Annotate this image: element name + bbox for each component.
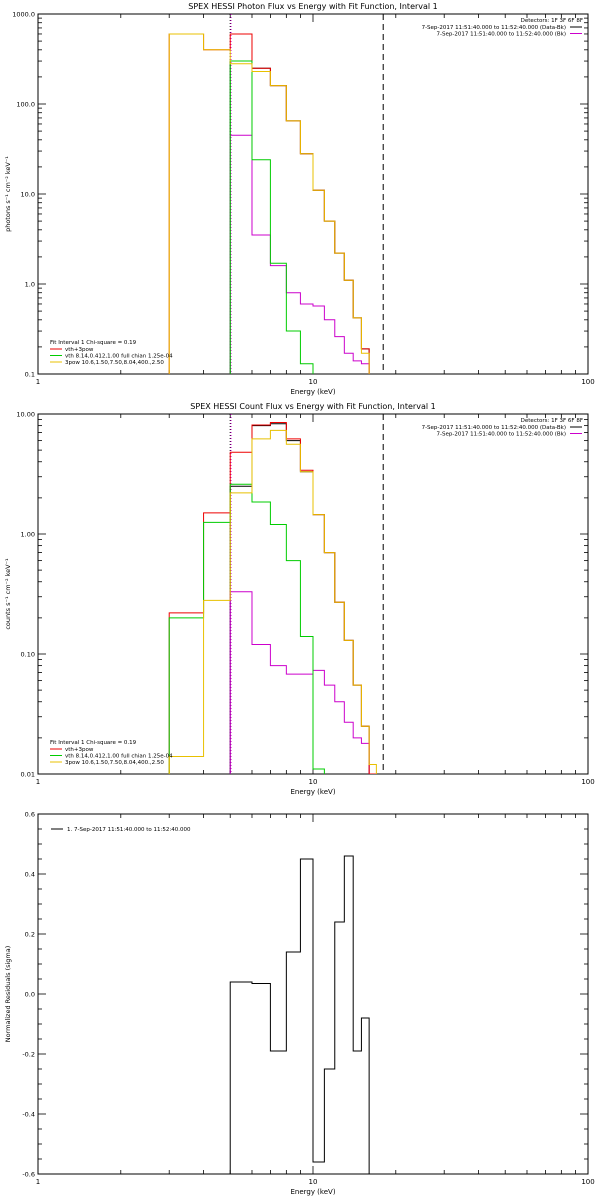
- y-tick-label: -0.4: [22, 1111, 35, 1119]
- legend-entry: vth+3pow: [65, 747, 94, 753]
- series-line: [168, 429, 377, 774]
- series-line: [229, 423, 370, 774]
- y-axis-label: counts s⁻¹ cm⁻² keV⁻¹: [4, 558, 12, 630]
- plot-frame: [37, 813, 589, 1175]
- series-line: [168, 421, 377, 774]
- y-tick-label: 1.00: [21, 531, 35, 539]
- legend-entry: 7-Sep-2017 11:51:40.000 to 11:52:40.000 …: [437, 432, 567, 438]
- legend-entry: 1. 7-Sep-2017 11:51:40.000 to 11:52:40.0…: [67, 827, 191, 833]
- x-tick-label: 1: [36, 1178, 40, 1186]
- chart-panel-3: 1 10 100 -0.6 -0.4 -0.2 0.0 0.2 0.4 0.6 Energy (ke…: [4, 811, 595, 1197]
- y-tick-label: 100.0: [16, 101, 35, 109]
- x-axis-label: Energy (keV): [290, 1188, 335, 1196]
- y-tick-label: 0.1: [25, 371, 35, 379]
- series-line: [168, 33, 370, 374]
- series-line: [229, 60, 314, 374]
- data-layer: [168, 414, 384, 774]
- legend-entry: 7-Sep-2017 11:51:40.000 to 11:52:40.000 …: [437, 32, 567, 38]
- x-tick-label: 100: [581, 378, 594, 386]
- series-line: [168, 483, 325, 774]
- legend-entry: 3pow 10.6,1.50,7.50,8.04,400.,2.50: [65, 360, 164, 366]
- data-layer: [168, 14, 384, 374]
- y-axis-label: Normalized Residuals (sigma): [4, 946, 12, 1043]
- y-tick-label: 10.00: [16, 411, 35, 419]
- chart-panel-2: 1 10 100 0.01 0.10 1.00 10.00 SPEX HESSI Count …: [4, 402, 595, 796]
- y-tick-label: 0.0: [25, 991, 35, 999]
- series-line: [229, 134, 370, 374]
- x-axis-label: Energy (keV): [290, 788, 335, 796]
- y-tick-label: 0.01: [21, 771, 35, 779]
- plot-frame: [37, 413, 589, 775]
- series-line: [229, 591, 370, 774]
- legend-entry: 3pow 10.6,1.50,7.50,8.04,400.,2.50: [65, 760, 164, 766]
- y-axis-label: photons s⁻¹ cm⁻² keV⁻¹: [4, 156, 12, 232]
- chart-title: SPEX HESSI Photon Flux vs Energy with Fi…: [188, 2, 438, 11]
- legend-entry: vth 8.14,0.412,1.00 full chian 1.25e-04: [65, 354, 173, 360]
- y-tick-label: 0.6: [25, 811, 35, 819]
- x-tick-label: 10: [309, 378, 318, 386]
- detectors-label: Detectors: 1F 3F 6F 8F: [521, 18, 583, 24]
- chart-title: SPEX HESSI Count Flux vs Energy with Fit…: [190, 402, 435, 411]
- x-axis-label: Energy (keV): [290, 388, 335, 396]
- y-tick-label: -0.2: [22, 1051, 35, 1059]
- fit-header: Fit Interval 1 Chi-square = 0.19: [50, 740, 137, 746]
- x-tick-label: 1: [36, 378, 40, 386]
- legend-entry: vth+3pow: [65, 347, 94, 353]
- y-tick-label: 1.0: [25, 281, 35, 289]
- legend-entry: vth 8.14,0.412,1.00 full chian 1.25e-04: [65, 754, 173, 760]
- y-tick-label: 0.2: [25, 931, 35, 939]
- x-tick-label: 100: [581, 778, 594, 786]
- plot-frame: [37, 13, 589, 375]
- fit-header: Fit Interval 1 Chi-square = 0.19: [50, 340, 137, 346]
- series-line: [229, 855, 384, 1174]
- y-tick-label: 0.10: [21, 651, 35, 659]
- y-tick-label: 10.0: [21, 191, 35, 199]
- y-tick-label: 1000.0: [12, 11, 35, 19]
- x-tick-label: 10: [309, 778, 318, 786]
- data-layer: [229, 855, 384, 1174]
- series-line: [229, 60, 370, 374]
- legend-entry: 7-Sep-2017 11:51:40.000 to 11:52:40.000 …: [422, 25, 566, 31]
- x-tick-label: 100: [581, 1178, 594, 1186]
- y-tick-label: 0.4: [25, 871, 35, 879]
- y-tick-label: -0.6: [22, 1171, 35, 1179]
- x-tick-label: 1: [36, 778, 40, 786]
- detectors-label: Detectors: 1F 3F 6F 8F: [521, 418, 583, 424]
- legend-entry: 7-Sep-2017 11:51:40.000 to 11:52:40.000 …: [422, 425, 566, 431]
- x-tick-label: 10: [309, 1178, 318, 1186]
- series-line: [168, 33, 370, 374]
- chart-panel-1: 1 10 100 0.1 1.0 10.0 100.0 1000.0 SPEX HESSI Ph…: [4, 2, 595, 396]
